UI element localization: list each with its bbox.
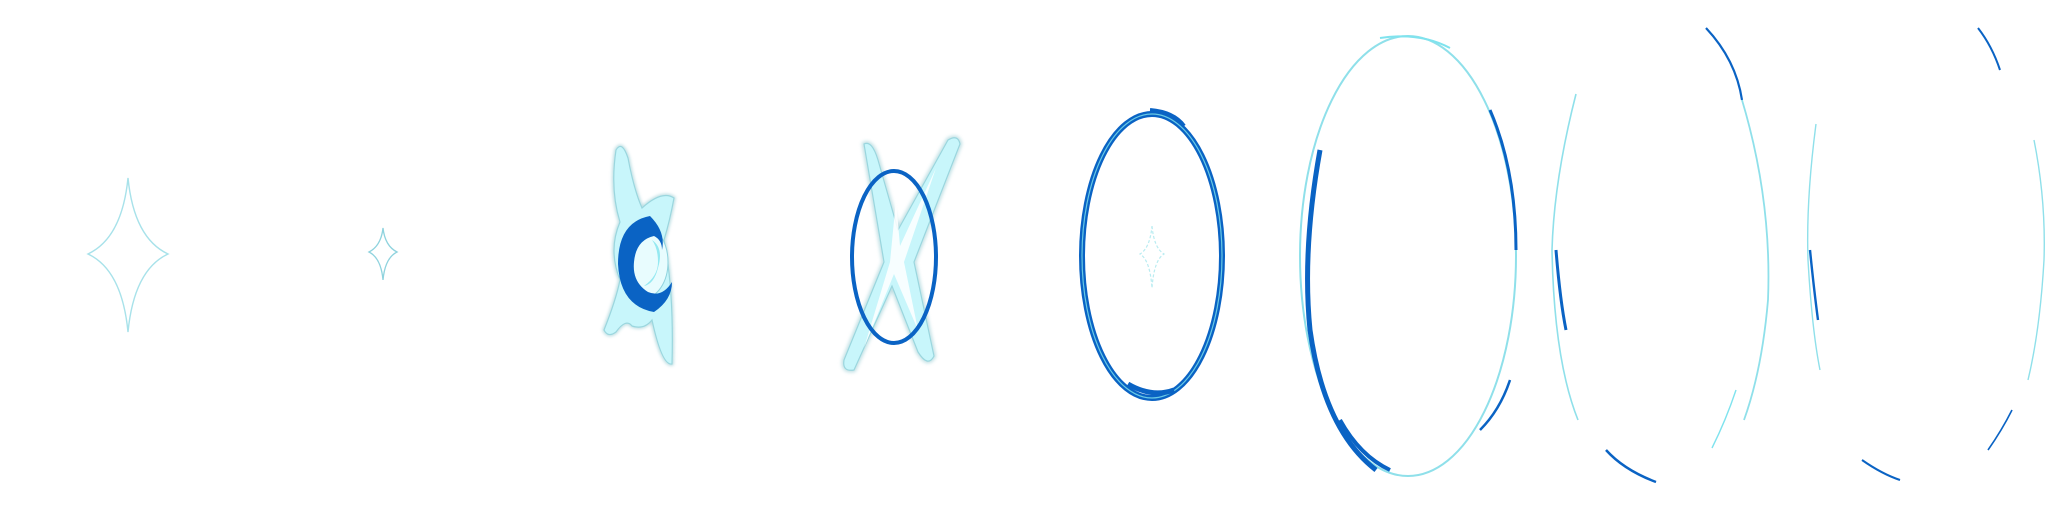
sparkle-outline-large-icon: [86, 177, 170, 333]
frame-2: [256, 0, 512, 512]
faint-ring-arcs-icon: [1806, 27, 2045, 481]
frame-7: [1536, 0, 1792, 512]
frame-1: [0, 0, 256, 512]
frame-5: [1024, 0, 1280, 512]
expanding-ring-icon: [1299, 35, 1518, 477]
frame-8: [1792, 0, 2048, 512]
frame-6: [1280, 0, 1536, 512]
frame-3: [512, 0, 768, 512]
fading-ring-arcs-icon: [1551, 27, 1770, 484]
frame-4: [768, 0, 1024, 512]
blue-ring-icon: [1079, 108, 1225, 401]
sparkle-outline-small-icon: [367, 227, 399, 281]
crescent-swirl-burst-icon: [602, 144, 676, 366]
ring-cross-burst-icon: [841, 135, 963, 373]
